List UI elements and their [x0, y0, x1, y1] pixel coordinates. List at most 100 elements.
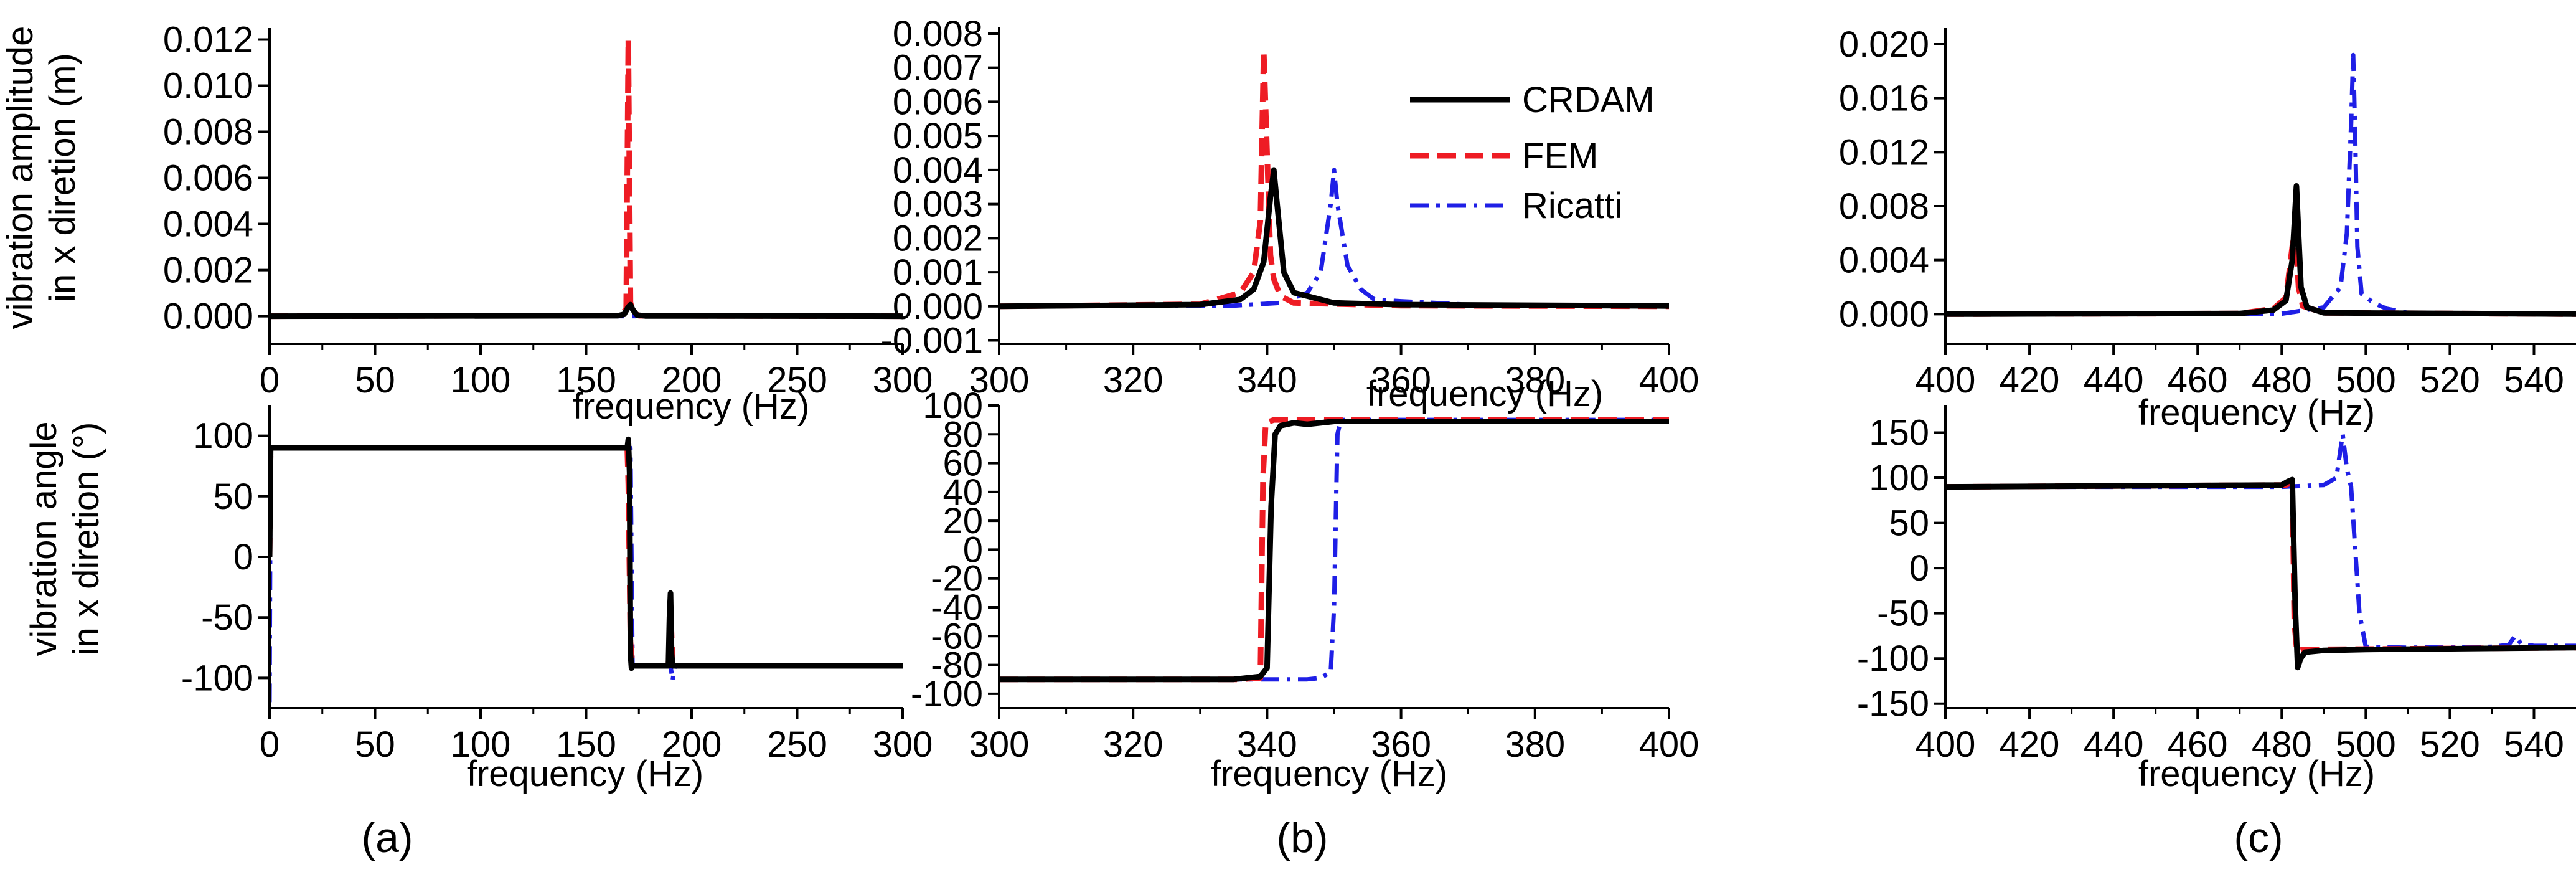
x-tick: 50 — [355, 344, 395, 401]
x-tick: 100 — [451, 708, 510, 765]
y-tick: 20 — [942, 501, 999, 541]
x-tick: 400 — [1639, 344, 1699, 401]
y-tick-label: -100 — [181, 658, 253, 698]
x-tick: 360 — [1371, 708, 1431, 765]
x-axis-label: frequency (Hz) — [2138, 754, 2375, 794]
y-tick-label: 0.004 — [1839, 240, 1929, 281]
y-tick: 0.002 — [163, 250, 270, 291]
x-tick: 150 — [556, 708, 616, 765]
y-tick: 0 — [233, 537, 270, 577]
series-line-crdam — [1945, 183, 2576, 317]
y-tick: 100 — [1869, 458, 1945, 498]
chart-a-top: 0 50 100 150 200 250 300 0.000 0.002 0.004 0.006 0.… — [163, 20, 933, 427]
y-tick: 0.007 — [893, 48, 999, 88]
x-tick-label: 520 — [2420, 360, 2480, 401]
x-tick-label: 520 — [2420, 724, 2480, 765]
x-tick: 200 — [662, 344, 722, 401]
series-line-crdam — [270, 436, 903, 671]
y-tick: -100 — [181, 658, 270, 698]
y-tick: 0.012 — [1839, 132, 1945, 173]
y-tick: 150 — [1869, 413, 1945, 453]
x-tick: 520 — [2420, 708, 2480, 765]
x-tick: 300 — [969, 344, 1029, 401]
y-tick: 50 — [1889, 503, 1945, 544]
y-tick: 0.001 — [893, 252, 999, 293]
panel-label-b: (b) — [1276, 814, 1328, 861]
series-group — [270, 37, 903, 320]
y-tick: 0.020 — [1839, 24, 1945, 65]
y-tick-label: 0.007 — [893, 48, 983, 88]
y-tick: 0 — [1909, 548, 1945, 589]
y-tick: 80 — [942, 414, 999, 455]
y-tick-label: 80 — [942, 414, 983, 455]
y-tick: -0.001 — [881, 321, 999, 361]
series-group — [1945, 432, 2576, 671]
y-tick-label: 0.002 — [893, 218, 983, 258]
x-tick: 50 — [355, 708, 395, 765]
chart-c-top: 400 420 440 460 480 500 520 540 0.000 0.004 0.008 0… — [1839, 24, 2576, 433]
x-tick-label: 400 — [1916, 724, 1976, 765]
y-tick-label: 0.005 — [893, 116, 983, 156]
x-tick-label: 250 — [767, 724, 827, 765]
y-tick-label: -40 — [931, 587, 983, 628]
x-tick: 480 — [2252, 708, 2312, 765]
y-tick-label: -50 — [1877, 594, 1929, 634]
x-tick-label: 440 — [2084, 724, 2144, 765]
x-tick: 540 — [2504, 708, 2564, 765]
x-tick: 480 — [2252, 344, 2312, 401]
y-tick-label: 0.002 — [163, 250, 253, 291]
y-tick: 100 — [923, 386, 999, 426]
x-tick: 300 — [969, 708, 1029, 765]
x-tick-label: 380 — [1505, 724, 1565, 765]
x-tick: 150 — [556, 344, 616, 401]
x-tick-label: 50 — [355, 724, 395, 765]
y-tick-label: 0.001 — [893, 252, 983, 293]
y-tick-label: -100 — [911, 674, 983, 714]
x-tick: 0 — [260, 344, 280, 401]
y-tick-label: 0.020 — [1839, 24, 1929, 65]
ylabel-angle-line1: vibration angle — [24, 421, 64, 656]
x-tick-label: 460 — [2168, 724, 2228, 765]
y-tick-label: 40 — [942, 472, 983, 513]
y-tick: -60 — [931, 616, 999, 657]
x-tick-label: 200 — [662, 724, 722, 765]
x-tick: 300 — [873, 344, 933, 401]
y-tick-label: 0.008 — [1839, 186, 1929, 227]
y-tick-label: 0.004 — [893, 150, 983, 191]
ylabel-amplitude: vibration amplitude in x diretion (m) — [0, 26, 83, 329]
series-line-fem — [270, 445, 903, 669]
series-line-fem — [999, 47, 1669, 310]
x-tick-label: 300 — [873, 360, 933, 401]
x-tick-label: 150 — [556, 724, 616, 765]
series-group — [999, 47, 1669, 310]
x-tick-label: 360 — [1371, 360, 1431, 401]
x-tick-label: 500 — [2336, 360, 2396, 401]
x-axis-label: frequency (Hz) — [467, 754, 703, 794]
legend-label-ricatti: Ricatti — [1522, 186, 1622, 226]
x-tick: 460 — [2168, 708, 2228, 765]
x-tick: 320 — [1103, 344, 1163, 401]
series-line-ricatti — [999, 168, 1669, 309]
chart-c-bottom: 400 420 440 460 480 500 520 540 -150 -100-50 050 10… — [1857, 405, 2576, 794]
y-tick: 60 — [942, 443, 999, 484]
x-tick: 250 — [767, 344, 827, 401]
x-tick-label: 460 — [2168, 360, 2228, 401]
y-tick: -40 — [931, 587, 999, 628]
x-tick-label: 320 — [1103, 724, 1163, 765]
y-tick: -80 — [931, 645, 999, 686]
y-tick-label: 100 — [1869, 458, 1929, 498]
y-tick-label: -0.001 — [881, 321, 983, 361]
y-tick-label: 150 — [1869, 413, 1929, 453]
x-tick: 460 — [2168, 344, 2228, 401]
x-tick: 520 — [2420, 344, 2480, 401]
series-line-ricatti — [1945, 52, 2576, 316]
x-tick-label: 500 — [2336, 724, 2396, 765]
series-line-fem — [270, 37, 903, 320]
y-tick-label: -150 — [1857, 684, 1929, 724]
y-tick-label: 60 — [942, 443, 983, 484]
series-line-crdam — [999, 167, 1669, 310]
series-line-fem — [1945, 224, 2576, 317]
x-tick-label: 340 — [1237, 724, 1297, 765]
y-tick: -50 — [1877, 594, 1945, 634]
